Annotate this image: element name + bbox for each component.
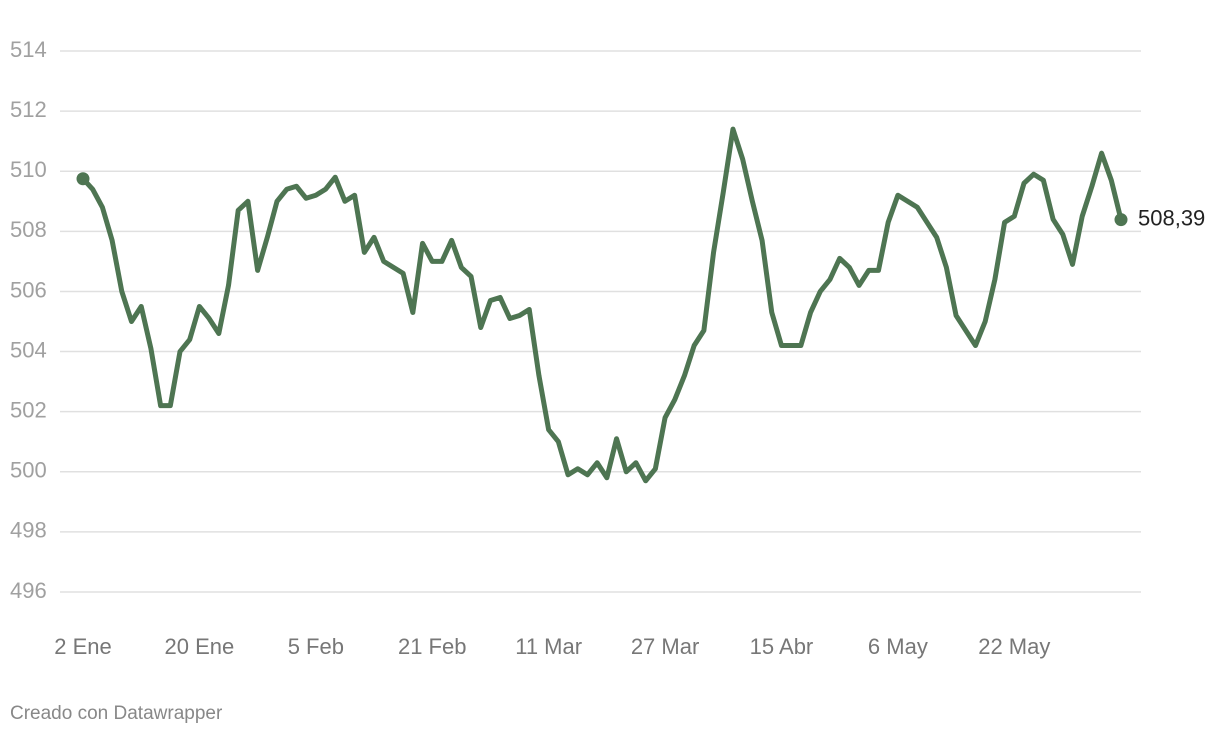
y-tick-label: 496 [10,578,47,603]
y-tick-label: 514 [10,37,47,62]
y-tick-label: 508 [10,217,47,242]
x-tick-label: 27 Mar [631,634,699,659]
source-note: Creado con Datawrapper [10,703,223,724]
x-tick-label: 2 Ene [54,634,112,659]
y-tick-label: 512 [10,97,47,122]
y-tick-label: 500 [10,458,47,483]
y-tick-label: 506 [10,277,47,302]
x-tick-label: 6 May [868,634,928,659]
x-tick-label: 15 Abr [750,634,814,659]
line [80,126,1124,484]
x-tick-label: 22 May [978,634,1050,659]
y-tick-label: 498 [10,518,47,543]
y-tick-label: 502 [10,397,47,422]
value-label: 508,39 [1138,205,1205,230]
x-tick-label: 11 Mar [515,634,582,659]
y-tick-label: 510 [10,157,47,182]
end-dot [1114,213,1128,227]
x-tick-label: 21 Feb [398,634,467,659]
end-dot [76,172,90,186]
y-tick-label: 504 [10,337,47,362]
x-tick-label: 20 Ene [165,634,235,659]
x-tick-label: 5 Feb [288,634,344,659]
